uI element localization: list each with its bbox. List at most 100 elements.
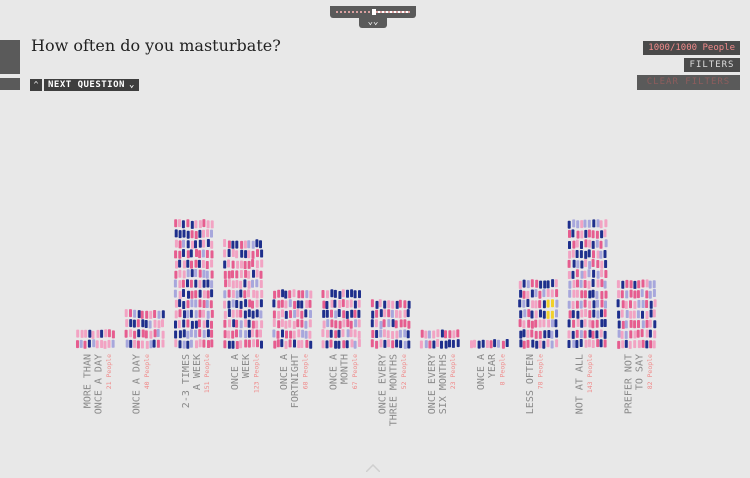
- person-mark[interactable]: [587, 229, 591, 238]
- person-mark[interactable]: [583, 280, 587, 288]
- person-mark[interactable]: [243, 240, 247, 249]
- person-mark[interactable]: [595, 290, 599, 299]
- person-mark[interactable]: [600, 291, 604, 299]
- person-mark[interactable]: [194, 231, 198, 239]
- bar-10[interactable]: [567, 219, 608, 348]
- person-mark[interactable]: [568, 229, 571, 238]
- person-mark[interactable]: [255, 279, 259, 288]
- person-mark[interactable]: [588, 239, 592, 248]
- person-mark[interactable]: [395, 309, 398, 318]
- person-mark[interactable]: [592, 219, 596, 228]
- person-mark[interactable]: [272, 319, 276, 327]
- person-mark[interactable]: [353, 309, 357, 318]
- person-mark[interactable]: [580, 241, 583, 249]
- person-mark[interactable]: [624, 300, 628, 309]
- person-mark[interactable]: [210, 289, 214, 298]
- person-mark[interactable]: [210, 270, 214, 279]
- person-mark[interactable]: [538, 319, 542, 328]
- person-mark[interactable]: [526, 329, 530, 338]
- person-mark[interactable]: [148, 320, 152, 329]
- person-mark[interactable]: [625, 279, 629, 288]
- person-mark[interactable]: [600, 260, 604, 269]
- person-mark[interactable]: [198, 289, 202, 298]
- person-mark[interactable]: [206, 319, 210, 328]
- person-mark[interactable]: [280, 319, 284, 328]
- person-mark[interactable]: [174, 239, 178, 248]
- person-mark[interactable]: [187, 290, 190, 299]
- person-mark[interactable]: [240, 240, 244, 249]
- person-mark[interactable]: [645, 340, 649, 349]
- person-mark[interactable]: [277, 289, 281, 298]
- person-mark[interactable]: [338, 291, 342, 299]
- person-mark[interactable]: [322, 300, 326, 309]
- person-mark[interactable]: [247, 270, 251, 279]
- person-mark[interactable]: [100, 329, 104, 338]
- person-mark[interactable]: [251, 310, 255, 319]
- person-mark[interactable]: [174, 299, 178, 308]
- person-mark[interactable]: [190, 220, 194, 229]
- person-mark[interactable]: [624, 330, 628, 339]
- person-mark[interactable]: [345, 300, 349, 308]
- person-mark[interactable]: [547, 330, 551, 338]
- person-mark[interactable]: [575, 329, 579, 338]
- person-mark[interactable]: [539, 309, 542, 318]
- person-mark[interactable]: [649, 340, 653, 349]
- person-mark[interactable]: [190, 290, 194, 299]
- person-mark[interactable]: [640, 289, 644, 298]
- person-mark[interactable]: [648, 329, 652, 338]
- person-mark[interactable]: [337, 329, 341, 338]
- person-mark[interactable]: [144, 320, 148, 328]
- person-mark[interactable]: [637, 340, 641, 349]
- person-mark[interactable]: [338, 300, 342, 308]
- person-mark[interactable]: [620, 309, 624, 318]
- person-mark[interactable]: [583, 299, 587, 308]
- person-mark[interactable]: [260, 249, 264, 258]
- side-tab[interactable]: [0, 40, 20, 74]
- person-mark[interactable]: [198, 329, 202, 338]
- person-mark[interactable]: [293, 339, 296, 348]
- person-mark[interactable]: [329, 329, 333, 338]
- person-mark[interactable]: [551, 299, 554, 308]
- person-mark[interactable]: [592, 300, 596, 309]
- person-mark[interactable]: [223, 249, 227, 258]
- person-mark[interactable]: [182, 229, 186, 238]
- bar-7[interactable]: [419, 329, 460, 349]
- person-mark[interactable]: [202, 290, 206, 299]
- person-mark[interactable]: [636, 290, 640, 299]
- person-mark[interactable]: [383, 309, 387, 318]
- person-mark[interactable]: [304, 320, 308, 329]
- person-mark[interactable]: [189, 249, 193, 258]
- person-mark[interactable]: [628, 340, 632, 349]
- person-mark[interactable]: [202, 279, 206, 288]
- person-mark[interactable]: [194, 290, 198, 299]
- person-mark[interactable]: [149, 310, 153, 319]
- person-mark[interactable]: [182, 289, 185, 297]
- person-mark[interactable]: [591, 240, 595, 249]
- person-mark[interactable]: [448, 339, 451, 348]
- person-mark[interactable]: [350, 339, 354, 348]
- person-mark[interactable]: [568, 289, 572, 298]
- person-mark[interactable]: [588, 319, 592, 328]
- person-mark[interactable]: [633, 320, 637, 329]
- person-mark[interactable]: [330, 319, 334, 328]
- person-mark[interactable]: [535, 340, 539, 349]
- person-mark[interactable]: [579, 339, 583, 347]
- person-mark[interactable]: [273, 340, 277, 349]
- person-mark[interactable]: [91, 330, 95, 339]
- person-mark[interactable]: [88, 329, 92, 338]
- person-mark[interactable]: [604, 290, 608, 299]
- person-mark[interactable]: [223, 340, 227, 349]
- person-mark[interactable]: [206, 239, 210, 247]
- person-mark[interactable]: [260, 320, 264, 329]
- person-mark[interactable]: [107, 339, 111, 348]
- person-mark[interactable]: [568, 310, 572, 319]
- person-mark[interactable]: [519, 339, 523, 348]
- person-mark[interactable]: [387, 339, 391, 348]
- person-mark[interactable]: [617, 310, 621, 319]
- person-mark[interactable]: [252, 269, 255, 278]
- person-mark[interactable]: [174, 219, 178, 228]
- person-mark[interactable]: [235, 309, 239, 318]
- person-mark[interactable]: [591, 230, 595, 239]
- person-mark[interactable]: [629, 310, 633, 319]
- person-mark[interactable]: [616, 299, 620, 308]
